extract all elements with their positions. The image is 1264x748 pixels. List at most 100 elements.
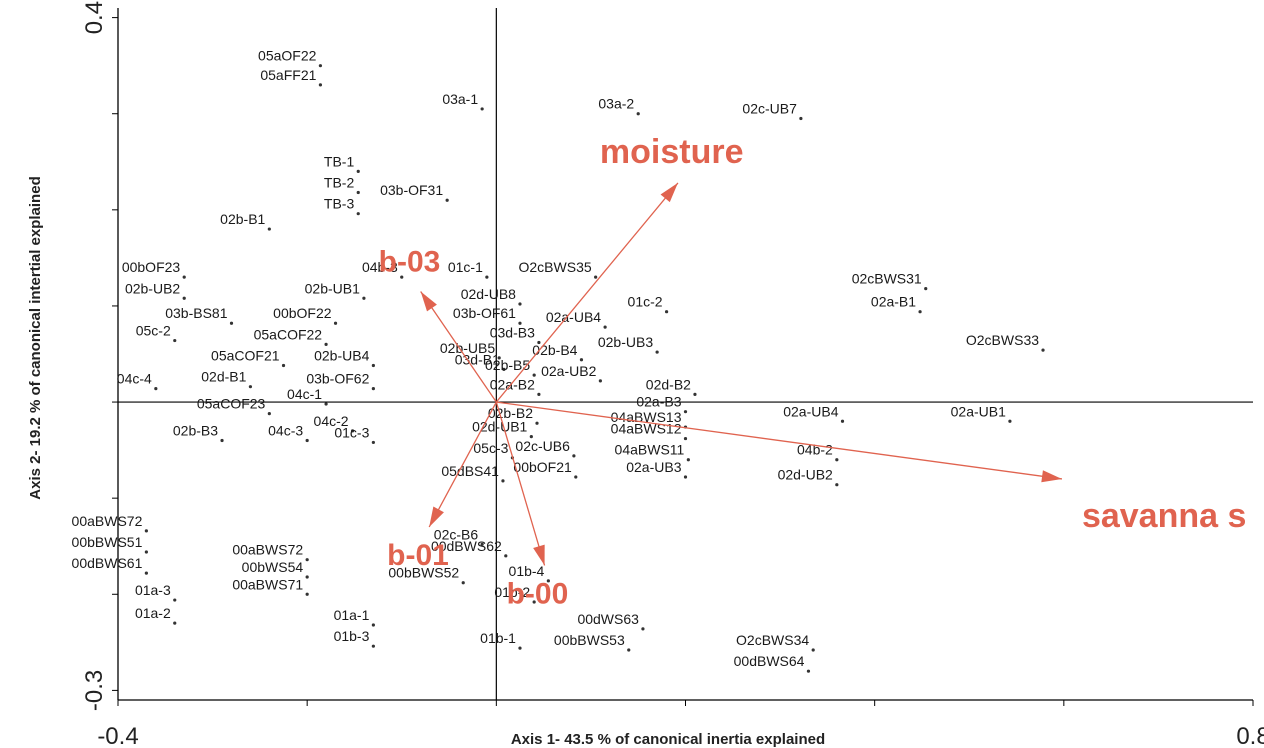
point-label: 02a-UB3	[626, 459, 681, 475]
point-label: 02d-UB2	[778, 467, 833, 483]
y-tick-label: 0.4	[81, 1, 108, 34]
point-label: 01c-3	[334, 424, 369, 440]
vector-line	[496, 401, 1063, 480]
point-label: 02b-UB5	[440, 340, 495, 356]
point-label: 05aCOF23	[197, 396, 266, 412]
point-label: 02b-UB4	[314, 348, 369, 364]
point-label: 01c-2	[628, 294, 663, 310]
point-label: 00dWS63	[577, 611, 639, 627]
data-point	[480, 542, 484, 546]
vector-label: b-00	[507, 577, 569, 610]
data-point	[229, 321, 234, 325]
point-label: 05aOF22	[258, 48, 317, 64]
data-point	[574, 475, 578, 479]
data-point	[627, 648, 631, 652]
point-label: 04c-1	[287, 386, 322, 402]
point-label: 02a-UB1	[951, 403, 1006, 419]
data-point	[683, 410, 688, 414]
data-point	[529, 435, 533, 439]
data-point	[182, 296, 186, 300]
point-label: 00aBWS72	[72, 513, 143, 529]
point-label: 04b-3	[362, 259, 398, 275]
data-point	[497, 356, 501, 360]
vector-label: b-03	[379, 246, 441, 279]
point-label: 00bBWS53	[554, 632, 625, 648]
data-point	[356, 190, 360, 195]
data-point	[840, 419, 845, 423]
point-label: 02d-UB8	[461, 286, 516, 302]
point-label: 00bBWS52	[388, 565, 459, 581]
point-label: 02a-B3	[636, 394, 681, 410]
point-label: 02a-B2	[490, 376, 535, 392]
point-label: 02cBWS31	[852, 271, 922, 287]
data-point	[532, 373, 536, 377]
y-tick-label: -0.3	[81, 670, 108, 711]
point-label: 01b-4	[509, 563, 545, 579]
point-label: 05dBS41	[441, 463, 499, 479]
data-point	[686, 458, 690, 462]
point-label: 05aCOF22	[254, 326, 323, 342]
x-tick-label: 0.8	[1236, 723, 1264, 748]
data-point	[461, 581, 465, 585]
data-point	[371, 623, 375, 627]
data-point	[144, 571, 148, 575]
data-point	[362, 296, 366, 300]
point-label: 01a-2	[135, 605, 171, 621]
data-point	[811, 648, 815, 652]
axis-ticks	[112, 17, 1254, 706]
point-label: 00dBWS62	[431, 538, 502, 554]
point-label: 00bOF22	[273, 305, 332, 321]
point-label: 02a-UB2	[541, 363, 596, 379]
point-label: 04aBWS13	[611, 409, 682, 425]
data-point	[924, 287, 928, 291]
point-label: 00aBWS72	[232, 542, 303, 558]
data-point	[305, 592, 309, 596]
data-point	[641, 627, 645, 631]
point-label: 02c-UB7	[742, 101, 797, 117]
vector-label: savanna s	[1082, 497, 1246, 535]
data-point	[371, 363, 375, 368]
point-label: 05aFF21	[260, 67, 316, 83]
point-label: 02b-B3	[173, 423, 218, 439]
point-label: 02a-B1	[871, 294, 916, 310]
point-label: 04b-2	[797, 442, 833, 458]
point-label: 01b-2	[494, 584, 530, 600]
data-point	[356, 212, 360, 216]
data-point	[655, 350, 659, 354]
point-label: 02b-UB1	[305, 280, 360, 296]
data-point	[518, 646, 522, 650]
data-point	[371, 387, 375, 391]
data-point	[1008, 419, 1012, 423]
data-point	[799, 116, 803, 121]
point-label: TB-1	[324, 153, 355, 169]
point-label: 02b-UB2	[125, 280, 180, 296]
point-label: 01a-3	[135, 582, 171, 598]
data-point	[350, 429, 355, 433]
point-label: 05c-3	[473, 440, 508, 456]
tick-labels: -0.4 0.8 0.4 -0.3	[81, 1, 1264, 748]
point-label: 02a-UB4	[546, 309, 601, 325]
data-point	[636, 112, 640, 116]
y-axis-title: Axis 2- 19.2 % of canonical intertial ex…	[27, 176, 44, 499]
point-label: 04c-3	[268, 423, 303, 439]
data-point	[518, 302, 522, 306]
data-point	[248, 385, 253, 389]
point-label: 05aCOF21	[211, 348, 280, 364]
point-label: 02a-UB4	[783, 403, 838, 419]
data-point	[683, 436, 688, 441]
vector-label: moisture	[600, 133, 744, 171]
data-point	[318, 64, 323, 68]
x-tick-label: -0.4	[97, 723, 138, 748]
point-label: 04c-4	[117, 371, 152, 387]
x-axis-title: Axis 1- 43.5 % of canonical inertia expl…	[511, 731, 825, 748]
point-label: 04c-2	[314, 413, 349, 429]
data-point	[356, 169, 360, 173]
point-label: TB-3	[324, 196, 355, 212]
vector-label: b-01	[387, 539, 449, 572]
data-point	[371, 644, 375, 648]
point-label: 02b-B2	[488, 405, 533, 421]
point-label: 00bOF21	[513, 459, 572, 475]
point-label: 02b-UB3	[598, 334, 653, 350]
point-label: 03a-2	[598, 96, 634, 112]
point-label: 00dBWS61	[72, 555, 143, 571]
